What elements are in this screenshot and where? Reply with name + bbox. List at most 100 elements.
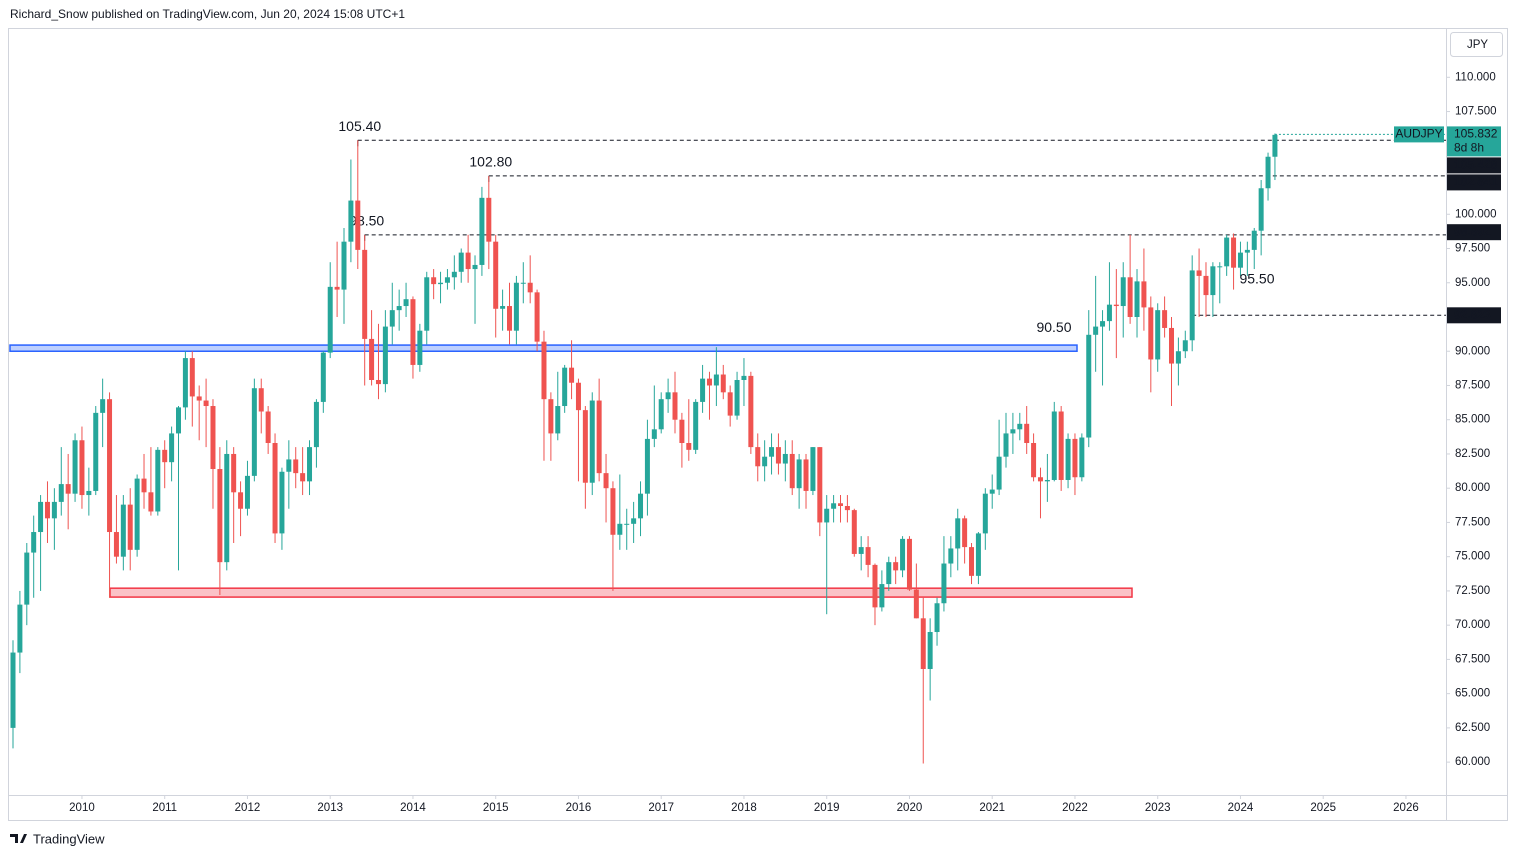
candle-body	[893, 562, 899, 571]
x-tick-label: 2014	[400, 802, 426, 814]
candle-body	[438, 282, 444, 285]
x-tick-label: 2013	[317, 802, 343, 814]
x-tick-label: 2012	[235, 802, 261, 814]
x-tick-label: 2015	[483, 802, 509, 814]
candle-body	[1224, 237, 1230, 267]
candle-body	[272, 443, 278, 534]
candle-body	[748, 375, 754, 448]
candle-body	[872, 564, 878, 608]
candle-body	[1072, 438, 1078, 478]
candle-body	[1155, 310, 1161, 360]
candle-body	[886, 562, 892, 585]
candle-body	[700, 378, 706, 402]
candle-body	[17, 604, 23, 653]
candle-body	[658, 399, 664, 430]
candle-body	[396, 306, 402, 311]
currency-label[interactable]: JPY	[1467, 39, 1488, 51]
y-tick-label: 62.500	[1455, 722, 1490, 734]
candle-body	[534, 292, 540, 342]
y-tick-label: 70.000	[1455, 619, 1490, 631]
candle-body	[686, 443, 692, 450]
candle-body	[762, 456, 768, 467]
candle-body	[182, 358, 188, 408]
candle-body	[1175, 351, 1181, 364]
candle-body	[796, 459, 802, 489]
candle-body	[141, 478, 147, 493]
candle-body	[631, 518, 637, 524]
candle-body	[1106, 304, 1112, 322]
candle-body	[851, 510, 857, 554]
candle-body	[513, 282, 519, 331]
candle-body	[817, 447, 823, 523]
x-tick-label: 2024	[1228, 802, 1254, 814]
y-tick-label: 95.000	[1455, 277, 1490, 289]
candle-body	[1148, 307, 1154, 360]
price-tag-label: 105.428	[1454, 158, 1498, 172]
y-tick-label: 87.500	[1455, 380, 1490, 392]
currency-button[interactable]	[1450, 32, 1503, 57]
candle-body	[941, 563, 947, 604]
y-tick-label: 75.000	[1455, 551, 1490, 563]
candle-body	[782, 453, 788, 464]
candle-body	[617, 523, 623, 535]
x-tick-label: 2026	[1393, 802, 1419, 814]
candle-body	[465, 252, 471, 270]
candle-body	[231, 453, 237, 493]
candle-body	[727, 392, 733, 416]
candle-body	[286, 459, 292, 472]
candle-body	[1051, 411, 1057, 480]
candle-body	[362, 249, 368, 339]
candle-body	[155, 449, 161, 512]
candle-body	[348, 200, 354, 242]
candle-body	[989, 489, 995, 494]
x-tick-label: 2019	[814, 802, 840, 814]
candle-body	[189, 358, 195, 397]
candle-body	[1065, 438, 1071, 480]
candle-body	[375, 379, 381, 385]
candle-body	[775, 447, 781, 464]
candle-body	[1044, 479, 1050, 482]
tradingview-logo	[10, 834, 27, 843]
candle-body	[713, 374, 719, 386]
candle-body	[520, 282, 526, 284]
candle-body	[1196, 270, 1202, 276]
candle-body	[451, 271, 457, 278]
candle-body	[500, 306, 506, 309]
candle-body	[603, 473, 609, 489]
y-tick-label: 85.000	[1455, 414, 1490, 426]
y-tick-label: 90.000	[1455, 345, 1490, 357]
candle-body	[1162, 310, 1168, 328]
candle-body	[1127, 277, 1133, 317]
candle-body	[24, 552, 30, 605]
candle-body	[1024, 423, 1030, 444]
candle-body	[79, 440, 85, 496]
candle-body	[44, 501, 50, 519]
candle-body	[879, 584, 885, 608]
candle-body	[1017, 423, 1023, 430]
candle-body	[72, 440, 78, 494]
candle-body	[86, 490, 92, 496]
candle-body	[927, 632, 933, 669]
candle-body	[134, 478, 140, 550]
candle-body	[706, 378, 712, 386]
candle-body	[562, 367, 568, 407]
y-tick-label: 77.500	[1455, 516, 1490, 528]
candle-body	[527, 282, 533, 293]
x-tick-label: 2020	[897, 802, 923, 814]
candle-body	[238, 492, 244, 509]
candle-body	[369, 338, 375, 380]
candle-body	[224, 453, 230, 563]
candle-body	[293, 459, 299, 474]
y-tick-label: 100.000	[1455, 208, 1497, 220]
chart-frame	[8, 28, 1508, 821]
y-tick-label: 80.000	[1455, 482, 1490, 494]
candle-body	[624, 523, 630, 525]
candle-body	[341, 241, 347, 290]
zone	[109, 587, 1133, 598]
candle-body	[865, 547, 871, 565]
price-tag	[1447, 307, 1501, 324]
candle-body	[665, 392, 671, 400]
candle-body	[107, 399, 113, 533]
y-tick-label: 67.500	[1455, 653, 1490, 665]
